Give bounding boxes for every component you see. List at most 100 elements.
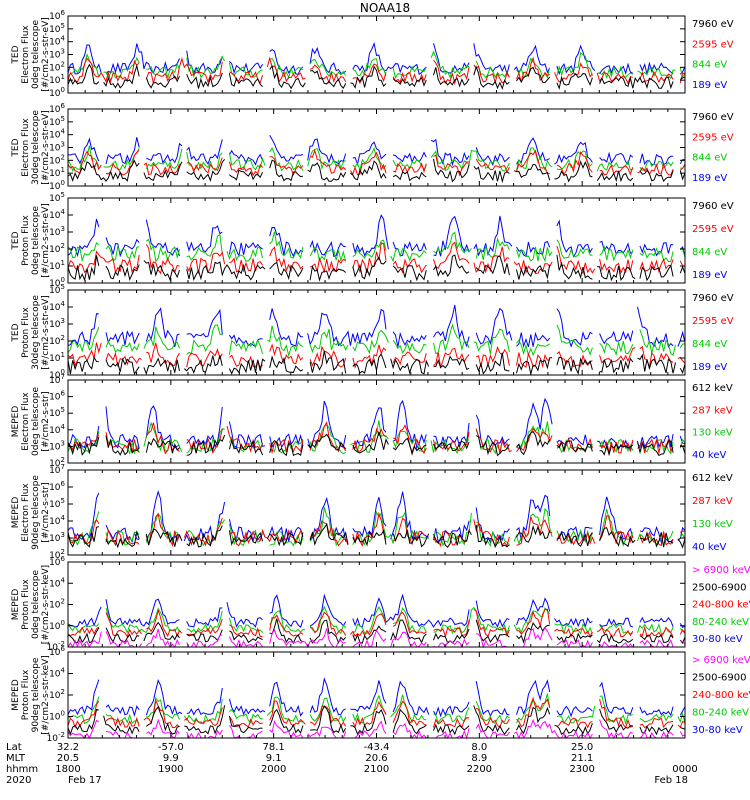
ytick-label: 101 xyxy=(49,259,65,272)
series-7960-ev xyxy=(67,254,686,282)
panel-6-ylabel: MEPEDElectron Flux90deg telescope[#/cm2-… xyxy=(11,475,51,550)
legend-287-kev: 287 keV xyxy=(692,496,733,507)
ytick-label: 102 xyxy=(49,60,65,73)
ytick-label: 100 xyxy=(49,86,65,99)
legend--6900-kev: > 6900 keV xyxy=(692,565,750,576)
panel-8-ylabel: MEPEDProton Flux90deg telescope[#/cm2-s-… xyxy=(11,655,51,734)
ytick-label: 102 xyxy=(49,598,65,611)
legend-844-ev: 844 eV xyxy=(692,153,727,164)
ytick-label: 103 xyxy=(49,317,65,330)
series-30-80-kev xyxy=(67,593,686,629)
panel-4-ylabel: TEDProton Flux30deg telescope[#/cm2-s-st… xyxy=(11,295,51,370)
ylabel-line: Proton Flux xyxy=(21,669,31,720)
ytick-label: 106 xyxy=(49,555,65,568)
ytick-label: 104 xyxy=(49,667,65,680)
series-7960-ev xyxy=(67,350,686,376)
xaxis-row-label: MLT xyxy=(6,753,26,764)
ytick-label: 104 xyxy=(49,208,65,221)
ytick-label: 10-2 xyxy=(47,731,65,744)
xtick-value: 20.5 xyxy=(57,753,79,764)
panel-3-traces xyxy=(67,214,686,282)
panel-1-ylabel: TEDElectron Flux0deg telescope[#/cm2-s-s… xyxy=(11,17,51,92)
series-189-ev xyxy=(67,134,686,167)
ytick-label: 102 xyxy=(49,334,65,347)
xtick-value: 2200 xyxy=(467,764,492,775)
ylabel-line: MEPED xyxy=(11,679,21,711)
legend-189-ev: 189 eV xyxy=(692,173,727,184)
panel-3-ylabel: TEDProton Flux0deg telescope[#/cm2-s-str… xyxy=(11,203,51,278)
ylabel-line: 0deg telescope xyxy=(31,206,41,276)
ytick-label: 107 xyxy=(49,463,65,476)
ytick-label: 102 xyxy=(49,548,65,561)
ytick-label: 100 xyxy=(49,368,65,381)
legend--6900-kev: > 6900 keV xyxy=(692,655,750,666)
series-2595-ev xyxy=(67,342,686,369)
ytick-label: 105 xyxy=(49,191,65,204)
panel-5-traces xyxy=(67,397,686,457)
legend-189-ev: 189 eV xyxy=(692,270,727,281)
xtick-value: 2300 xyxy=(569,764,594,775)
ytick-label: 106 xyxy=(49,9,65,22)
xtick-value: -57.0 xyxy=(158,742,184,753)
legend-844-ev: 844 eV xyxy=(692,247,727,258)
ylabel-line: [#/cm2-s-str-keV] xyxy=(41,565,51,644)
panel-7-traces xyxy=(67,593,686,649)
ylabel-line: 90deg telescope xyxy=(31,657,41,732)
series-612-kev xyxy=(67,523,686,549)
ytick-label: 105 xyxy=(49,115,65,128)
legend-80-240-kev: 80-240 keV xyxy=(692,617,749,628)
ylabel-line: Electron Flux xyxy=(21,118,31,177)
legend-240-800-kev: 240-800 keV xyxy=(692,690,750,701)
xtick-value: 78.1 xyxy=(263,742,285,753)
ylabel-line: 30deg telescope xyxy=(31,295,41,370)
ytick-label: 106 xyxy=(49,102,65,115)
ytick-label: 102 xyxy=(49,688,65,701)
ytick-label: 102 xyxy=(49,153,65,166)
ylabel-line: 90deg telescope xyxy=(31,475,41,550)
legend-30-80-kev: 30-80 keV xyxy=(692,725,743,736)
ytick-label: 105 xyxy=(49,283,65,296)
ylabel-line: [#/cm2-s-str] xyxy=(41,482,51,542)
xtick-date: Feb 17 xyxy=(68,775,102,786)
legend-7960-ev: 7960 eV xyxy=(692,19,734,30)
legend-189-ev: 189 eV xyxy=(692,80,727,91)
ytick-label: 102 xyxy=(49,242,65,255)
ylabel-line: Proton Flux xyxy=(21,307,31,358)
xtick-value: -43.4 xyxy=(364,742,390,753)
ylabel-line: 0deg telescope xyxy=(31,387,41,457)
ylabel-line: Proton Flux xyxy=(21,215,31,266)
xtick-value: 2100 xyxy=(364,764,389,775)
ylabel-line: TED xyxy=(11,323,21,342)
ylabel-line: [#/cm2-s-str-eV] xyxy=(41,110,51,185)
ylabel-line: MEPED xyxy=(11,589,21,621)
ytick-label: 103 xyxy=(49,439,65,452)
ylabel-line: [#/cm2-s-str-eV] xyxy=(41,203,51,278)
ylabel-line: TED xyxy=(11,138,21,157)
ytick-label: 101 xyxy=(49,73,65,86)
legend-7960-ev: 7960 eV xyxy=(692,201,734,212)
panel-2-ylabel: TEDElectron Flux30deg telescope[#/cm2-s-… xyxy=(11,110,51,185)
xtick-value: 8.9 xyxy=(471,753,487,764)
ytick-label: 107 xyxy=(49,373,65,386)
xtick-value: 0000 xyxy=(672,764,697,775)
panel-4-traces xyxy=(67,304,686,376)
series-2595-ev xyxy=(67,56,686,86)
panel-4-frame xyxy=(67,289,686,376)
panel-1-traces xyxy=(67,41,686,91)
legend-240-800-kev: 240-800 keV xyxy=(692,600,750,611)
ylabel-line: TED xyxy=(11,45,21,64)
legend-287-kev: 287 keV xyxy=(692,405,733,416)
xtick-value: 20.6 xyxy=(365,753,387,764)
ylabel-line: Electron Flux xyxy=(21,392,31,451)
panel-7-ylabel: MEPEDProton Flux0deg telescope[#/cm2-s-s… xyxy=(11,565,51,644)
xtick-value: 2000 xyxy=(261,764,286,775)
legend-2500-6900: 2500-6900 xyxy=(692,673,747,684)
